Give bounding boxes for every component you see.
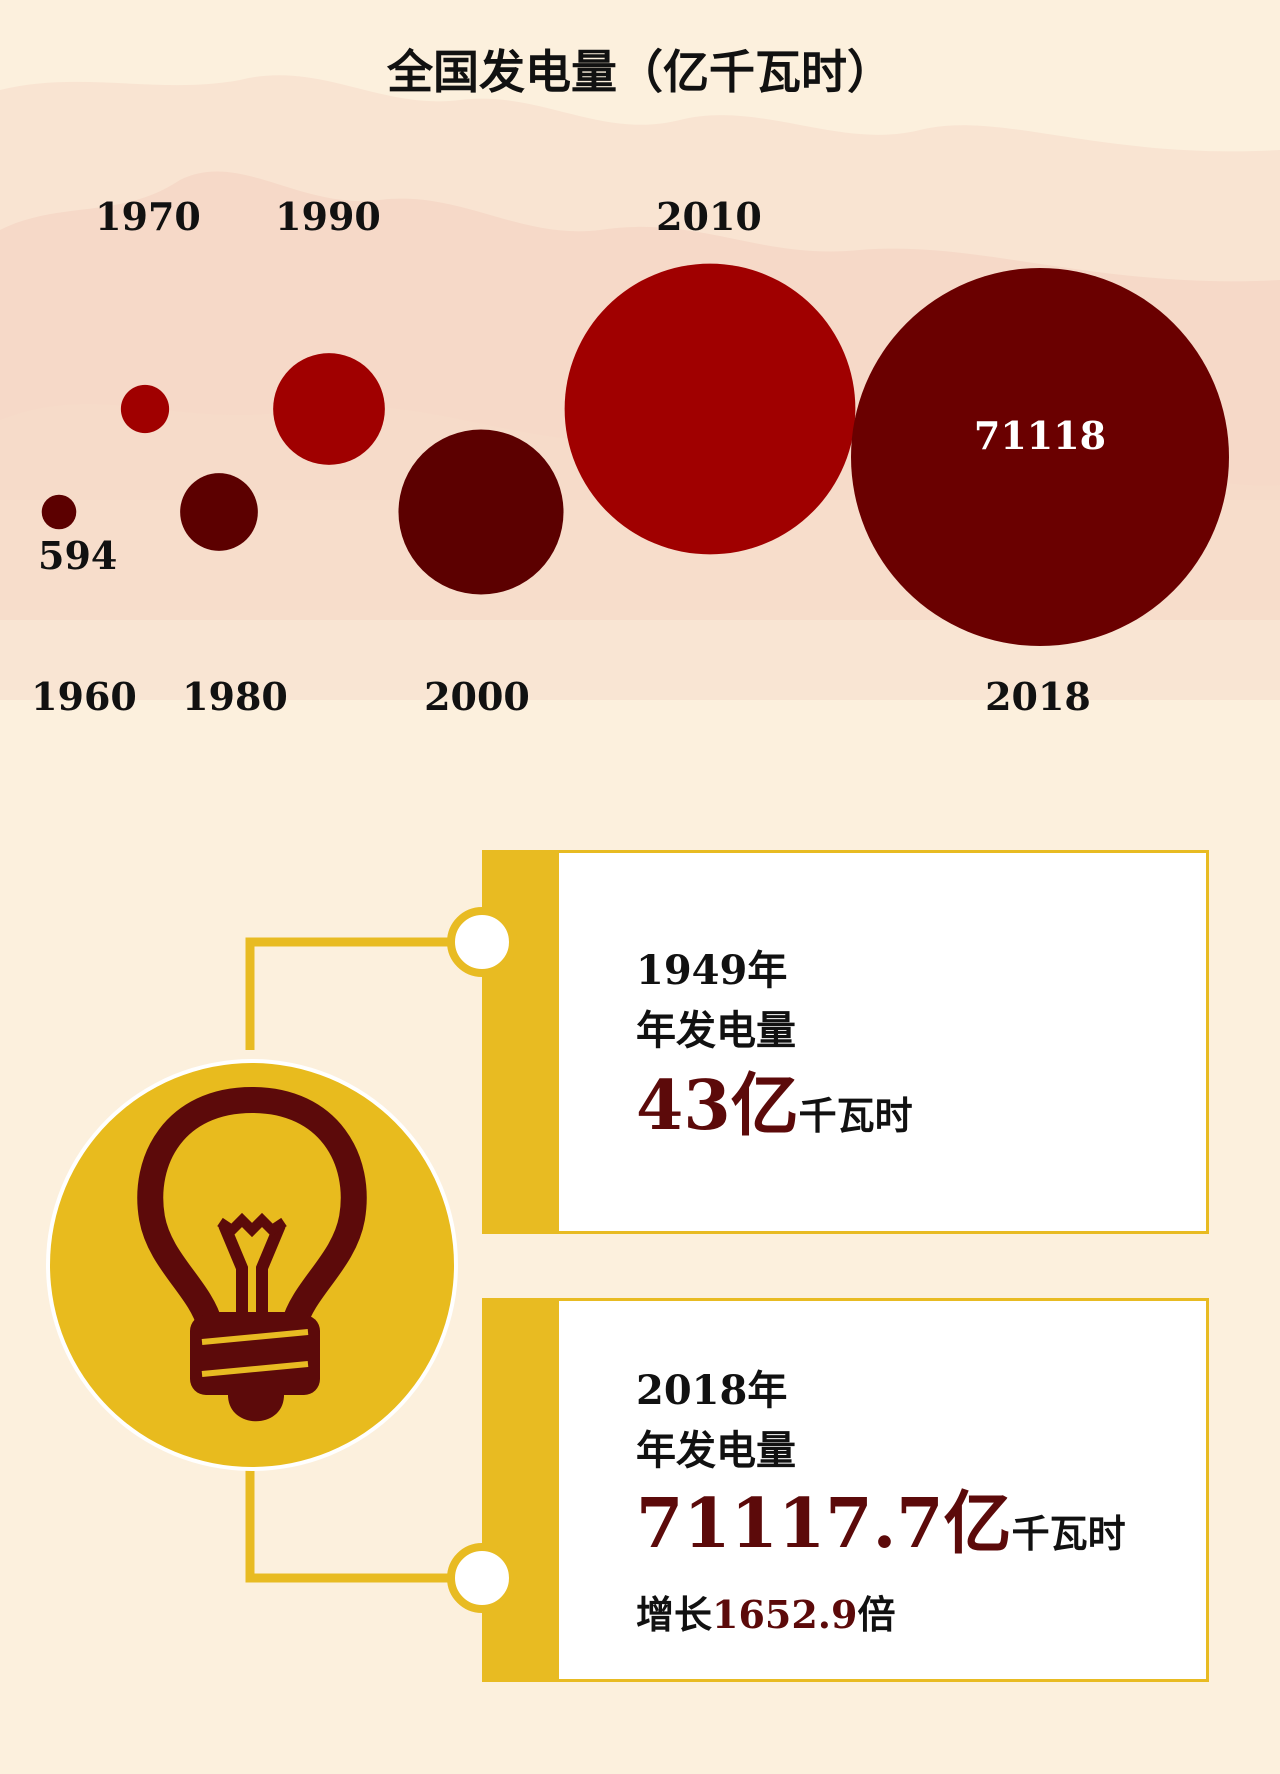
card-box <box>556 1298 1209 1682</box>
value-label-1960: 594 <box>38 533 117 578</box>
card-subtitle: 年发电量 <box>636 1007 796 1054</box>
card-unit: 千瓦时 <box>798 1093 913 1138</box>
bubble-2018 <box>851 268 1229 646</box>
card-value: 43亿 <box>636 1066 799 1146</box>
year-label-2000: 2000 <box>424 674 530 719</box>
card-tab <box>482 850 556 1234</box>
growth-suffix: 倍 <box>857 1592 896 1637</box>
bubble-1960 <box>41 494 77 530</box>
card-value-line: 43亿千瓦时 <box>636 1072 913 1140</box>
bubble-2000 <box>398 429 564 595</box>
year-label-1970: 1970 <box>95 194 201 239</box>
bubble-1990 <box>273 353 385 465</box>
card-unit: 千瓦时 <box>1011 1511 1126 1556</box>
card-subtitle: 年发电量 <box>636 1427 796 1474</box>
card-year-label: 1949年 <box>636 947 788 994</box>
year-label-1980: 1980 <box>182 674 288 719</box>
bubble-chart: 1960 1970 1980 1990 2000 2010 2018 594 71118 <box>31 194 1229 719</box>
card-value: 71117.7亿 <box>636 1484 1012 1564</box>
year-label-2010: 2010 <box>656 194 762 239</box>
growth-line: 增长1652.9倍 <box>636 1584 895 1639</box>
bubble-2010 <box>564 263 856 555</box>
card-2018: 2018年 年发电量 71117.7亿千瓦时 增长1652.9倍 <box>482 1298 1209 1682</box>
card-year-label: 2018年 <box>636 1367 788 1414</box>
year-label-2018: 2018 <box>985 674 1091 719</box>
year-label-1990: 1990 <box>275 194 381 239</box>
growth-value: 1652.9 <box>712 1592 858 1637</box>
year-label-1960: 1960 <box>31 674 137 719</box>
value-label-2018: 71118 <box>974 413 1106 458</box>
growth-prefix: 增长 <box>636 1592 713 1637</box>
card-value-line: 71117.7亿千瓦时 <box>636 1490 1126 1558</box>
card-box <box>556 850 1209 1234</box>
chart-title: 全国发电量（亿千瓦时） <box>387 45 893 99</box>
bubble-1980 <box>180 473 258 551</box>
bubble-1970 <box>120 384 170 434</box>
card-1949: 1949年 年发电量 43亿千瓦时 <box>482 850 1209 1234</box>
card-tab <box>482 1298 556 1682</box>
